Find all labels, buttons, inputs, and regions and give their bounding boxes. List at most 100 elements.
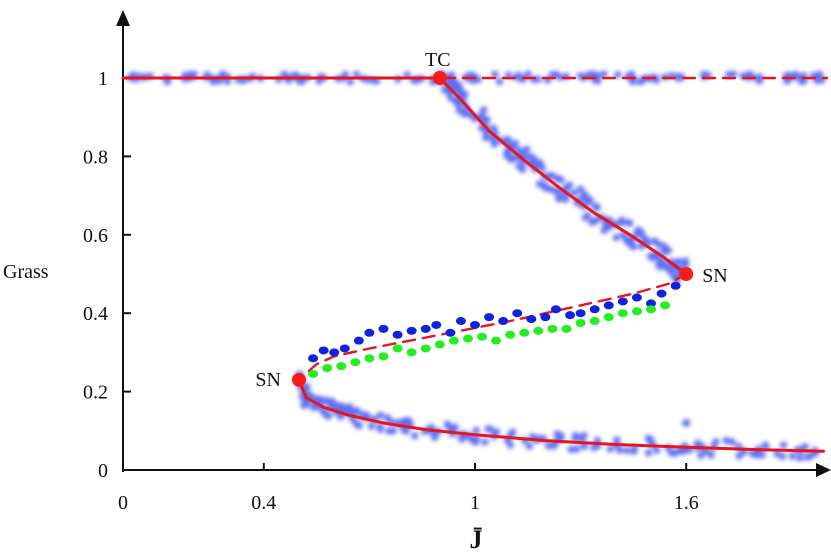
scatter-point (420, 324, 431, 333)
scatter-point (656, 289, 667, 298)
simulation-point (644, 434, 652, 442)
unstable-branch-curve (297, 272, 688, 381)
simulation-point (735, 452, 743, 460)
simulation-point (515, 146, 524, 155)
simulation-point (472, 426, 480, 435)
simulation-point (614, 71, 622, 79)
simulation-point (653, 446, 661, 454)
simulation-point (798, 77, 806, 86)
simulation-point (352, 70, 361, 79)
scatter-point (533, 326, 544, 335)
scatter-point (392, 330, 403, 339)
scatter-point (470, 320, 480, 329)
simulation-point (524, 70, 532, 78)
simulation-point (509, 428, 517, 436)
simulation-point (728, 438, 736, 446)
y-tick-label: 0.4 (83, 303, 108, 325)
scatter-point (445, 328, 456, 337)
scatter-point (561, 324, 572, 333)
simulation-point (301, 400, 309, 408)
simulation-point (806, 452, 815, 460)
simulation-point (491, 70, 499, 78)
simulation-point (511, 139, 520, 147)
x-tick-label: 0.4 (251, 492, 276, 514)
simulation-point (383, 414, 391, 422)
simulation-point (376, 411, 384, 419)
simulation-point (525, 442, 534, 450)
simulation-point (629, 243, 638, 251)
simulation-point (664, 246, 673, 254)
simulation-point (367, 422, 376, 430)
y-tick-label: 0.6 (83, 225, 108, 247)
y-tick-label: 0.2 (83, 382, 108, 404)
simulation-point (341, 70, 350, 79)
simulation-point (401, 416, 410, 425)
simulation-point (544, 442, 553, 450)
simulation-point (376, 422, 384, 431)
scatter-point (617, 297, 628, 306)
scatter-point (575, 309, 586, 318)
scatter-point (631, 293, 642, 302)
simulation-point (773, 450, 781, 458)
scatter-point (519, 328, 530, 337)
simulation-point (682, 418, 691, 427)
simulation-point (624, 218, 632, 227)
simulation-point (618, 218, 626, 227)
simulation-point (796, 454, 804, 462)
simulation-point (460, 110, 469, 118)
simulation-point (640, 234, 648, 242)
scatter-point (512, 309, 523, 318)
simulation-point (572, 431, 580, 440)
scatter-point (378, 352, 389, 361)
scatter-point (350, 358, 361, 367)
simulation-point (555, 193, 563, 201)
simulation-point (700, 73, 708, 81)
y-tick-label: 0.8 (83, 146, 108, 168)
simulation-point (351, 408, 359, 416)
simulation-point (506, 441, 514, 449)
bifurcation-label: SN (255, 369, 281, 391)
bifurcation-point (432, 71, 447, 85)
scatter-point (364, 354, 375, 363)
bifurcation-label: TC (425, 49, 451, 71)
x-tick-label: 0 (118, 492, 128, 514)
simulation-point (591, 217, 600, 225)
scatter-point (505, 330, 516, 339)
scatter-point (339, 344, 350, 353)
scatter-point (308, 354, 319, 363)
simulation-point (447, 71, 456, 79)
simulation-point (682, 257, 690, 265)
simulation-point (591, 203, 600, 212)
simulation-point (697, 451, 705, 460)
simulation-point (567, 445, 575, 454)
scatter-point (477, 332, 488, 341)
scatter-point (646, 305, 656, 314)
simulation-point (552, 70, 560, 79)
scatter-point (646, 299, 656, 308)
simulation-point (190, 70, 198, 78)
simulation-point (778, 452, 787, 461)
bifurcation-point (679, 267, 694, 281)
simulation-point (495, 77, 504, 86)
scatter-point (378, 324, 389, 333)
scatter-point (589, 317, 600, 326)
simulation-point (644, 449, 653, 457)
tick-layer: 0 0.4 1 1.6 0 0.2 0.4 0.6 0.8 1 (83, 68, 699, 514)
simulation-point (600, 226, 608, 235)
simulation-point (534, 75, 543, 83)
simulation-point (755, 77, 764, 85)
simulation-point (490, 140, 498, 148)
simulation-point (623, 446, 631, 455)
simulation-point (655, 240, 663, 248)
scatter-point (575, 319, 586, 327)
simulation-point (666, 267, 674, 276)
simulation-point (298, 77, 306, 85)
stable-branch-curve (297, 378, 825, 453)
simulation-point (320, 408, 328, 416)
scatter-point (660, 301, 671, 310)
scatter-point (670, 281, 681, 290)
simulation-point (630, 447, 638, 456)
scatter-point (406, 348, 417, 357)
scatter-point (434, 340, 445, 349)
simulation-point (577, 435, 586, 443)
